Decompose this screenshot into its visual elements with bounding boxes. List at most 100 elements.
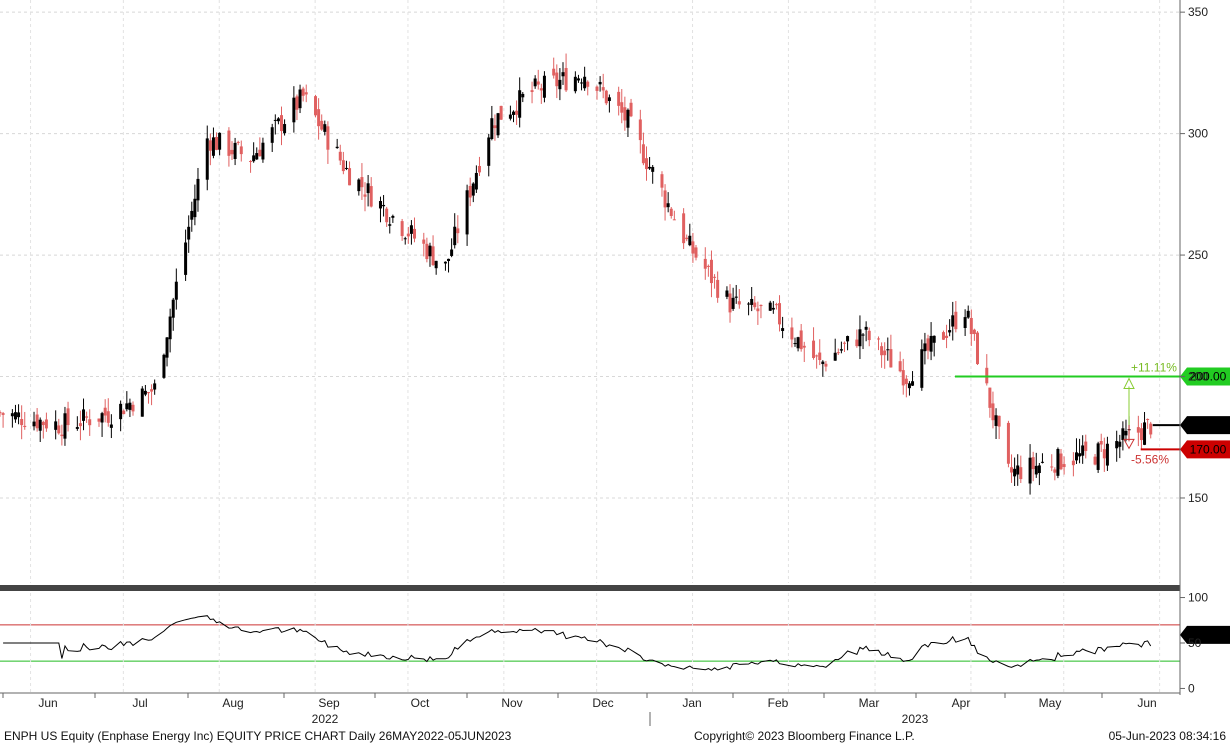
candle-body bbox=[530, 90, 534, 93]
candle-body bbox=[230, 149, 234, 155]
candle-body bbox=[106, 411, 110, 423]
candle-body bbox=[836, 352, 840, 354]
candle-body bbox=[326, 126, 330, 150]
rsi-y-tick-label: 0 bbox=[1188, 681, 1195, 695]
candle-body bbox=[911, 381, 915, 386]
candle-body bbox=[443, 261, 447, 264]
candle-body bbox=[558, 79, 562, 90]
candle-body bbox=[926, 338, 930, 351]
candle-body bbox=[369, 186, 373, 207]
candle-body bbox=[901, 370, 905, 386]
candle-body bbox=[793, 343, 797, 345]
rsi-line bbox=[3, 615, 1152, 671]
candle-body bbox=[948, 330, 952, 333]
candle-body bbox=[239, 146, 243, 155]
candle-body bbox=[972, 329, 976, 335]
x-tick-label: May bbox=[1039, 696, 1062, 710]
down-arrow-icon bbox=[1123, 438, 1135, 450]
candle-body bbox=[54, 421, 58, 430]
candle-body bbox=[41, 421, 45, 426]
candle-body bbox=[802, 345, 806, 348]
candle-body bbox=[533, 78, 537, 87]
candle-body bbox=[122, 410, 126, 415]
candle-body bbox=[747, 303, 751, 305]
candle-body bbox=[131, 404, 135, 412]
candle-body bbox=[447, 258, 451, 262]
candle-body bbox=[477, 165, 481, 173]
candle-body bbox=[298, 89, 302, 109]
candle-body bbox=[595, 86, 599, 91]
candle-body bbox=[1031, 457, 1035, 470]
candle-body bbox=[576, 78, 580, 81]
candle-body bbox=[842, 342, 846, 344]
candle-body bbox=[864, 326, 868, 330]
candle-body bbox=[812, 340, 816, 358]
candle-body bbox=[607, 97, 611, 102]
candle-body bbox=[1139, 428, 1143, 441]
candle-body bbox=[276, 118, 280, 122]
candle-body bbox=[450, 249, 454, 256]
candle-body bbox=[1050, 466, 1054, 468]
candle-body bbox=[20, 418, 24, 426]
candle-body bbox=[1059, 453, 1063, 470]
candle-body bbox=[10, 413, 14, 417]
candle-body bbox=[211, 137, 215, 156]
candle-body bbox=[496, 113, 500, 136]
footer-timestamp: 05-Jun-2023 08:34:16 bbox=[1109, 729, 1227, 743]
candle-body bbox=[508, 114, 512, 119]
candle-body bbox=[685, 237, 689, 240]
candle-body bbox=[1093, 456, 1097, 465]
candle-body bbox=[363, 194, 367, 197]
y-tick-label: 350 bbox=[1188, 5, 1208, 19]
candle-body bbox=[617, 91, 621, 106]
panel-divider[interactable] bbox=[0, 585, 1180, 591]
candle-body bbox=[249, 160, 253, 163]
candle-body bbox=[60, 434, 64, 437]
level-tag-label: 170.00 bbox=[1190, 442, 1227, 456]
candle-body bbox=[304, 92, 308, 95]
candle-body bbox=[1053, 469, 1057, 473]
candle-body bbox=[1149, 423, 1153, 435]
candle-body bbox=[283, 124, 287, 134]
candle-body bbox=[601, 87, 605, 91]
candle-body bbox=[1056, 449, 1060, 476]
candle-body bbox=[645, 158, 649, 170]
candle-body bbox=[839, 349, 843, 351]
candle-body bbox=[725, 290, 729, 297]
candle-body bbox=[1040, 461, 1044, 463]
candle-body bbox=[344, 167, 348, 169]
candle-body bbox=[598, 81, 602, 85]
candle-body bbox=[781, 328, 785, 331]
candle-body bbox=[861, 334, 865, 336]
candle-body bbox=[66, 408, 70, 426]
candle-body bbox=[883, 350, 887, 356]
candle-body bbox=[97, 418, 101, 422]
candle-body bbox=[969, 317, 973, 335]
candle-body bbox=[109, 424, 113, 428]
candle-body bbox=[907, 383, 911, 389]
x-tick-label: Oct bbox=[411, 696, 430, 710]
candle-body bbox=[215, 136, 219, 150]
candle-body bbox=[1074, 452, 1078, 461]
candle-body bbox=[552, 68, 556, 76]
candle-body bbox=[626, 109, 630, 128]
candle-body bbox=[932, 335, 936, 343]
x-tick-label: Jan bbox=[682, 696, 701, 710]
candle-body bbox=[580, 82, 584, 84]
candle-body bbox=[85, 416, 89, 418]
candle-body bbox=[128, 402, 132, 410]
candle-body bbox=[855, 339, 859, 347]
level-tag bbox=[1180, 367, 1230, 386]
candle-body bbox=[734, 296, 738, 298]
candle-body bbox=[168, 316, 172, 340]
candle-body bbox=[660, 174, 664, 188]
price-grid bbox=[0, 0, 1180, 583]
candle-body bbox=[171, 299, 175, 318]
candle-body bbox=[521, 93, 525, 98]
candle-body bbox=[1037, 465, 1041, 474]
candle-body bbox=[629, 102, 633, 117]
candle-body bbox=[638, 119, 642, 141]
x-tick-label: Dec bbox=[592, 696, 613, 710]
candle-body bbox=[258, 149, 262, 157]
candle-body bbox=[929, 335, 933, 352]
